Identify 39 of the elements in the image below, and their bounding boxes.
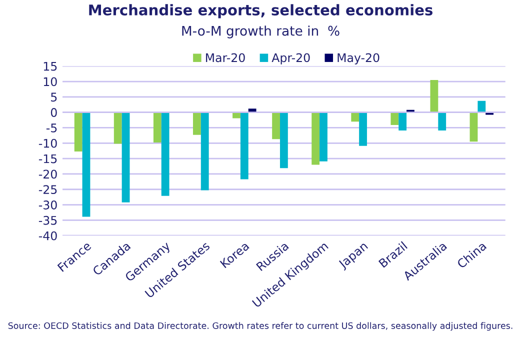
bar bbox=[200, 112, 209, 190]
y-tick-label: -30 bbox=[38, 200, 57, 210]
bar bbox=[398, 112, 407, 131]
bar bbox=[280, 112, 288, 168]
legend-label: Mar-20 bbox=[206, 53, 245, 62]
y-tick-label: -20 bbox=[38, 170, 57, 179]
y-tick-label: -15 bbox=[38, 154, 57, 164]
bar bbox=[272, 112, 280, 140]
bar bbox=[114, 112, 122, 144]
bar bbox=[390, 112, 399, 125]
bar bbox=[438, 112, 446, 131]
legend-label: Apr-20 bbox=[272, 53, 310, 64]
bar bbox=[351, 112, 360, 122]
y-tick-label: -35 bbox=[38, 216, 57, 225]
source-note: Source: OECD Statistics and Data Directorate. Growth rates refer to current US dollars, seasonally adjusted figures. bbox=[8, 322, 512, 331]
bar bbox=[312, 112, 320, 165]
bar bbox=[74, 112, 82, 152]
y-tick-label: 5 bbox=[51, 92, 57, 102]
chart-subtitle: M-o-M growth rate in % bbox=[182, 26, 340, 38]
bar bbox=[153, 112, 162, 143]
bar bbox=[359, 112, 367, 146]
y-tick-label: 10 bbox=[44, 77, 57, 86]
bar bbox=[240, 112, 248, 180]
y-tick-label: -40 bbox=[38, 231, 57, 240]
bar bbox=[430, 80, 438, 112]
bar bbox=[161, 112, 170, 196]
bar bbox=[193, 112, 201, 135]
legend-label: May-20 bbox=[338, 53, 380, 64]
y-tick-label: -5 bbox=[46, 124, 57, 132]
chart-title: Merchandise exports, selected economies bbox=[89, 4, 432, 18]
y-tick-label: -25 bbox=[38, 185, 57, 194]
bar bbox=[122, 112, 130, 202]
bar bbox=[82, 112, 90, 217]
bar bbox=[470, 112, 478, 142]
y-tick-label: 15 bbox=[44, 62, 57, 71]
bar bbox=[478, 100, 486, 112]
y-tick-label: -10 bbox=[38, 138, 57, 148]
bar bbox=[320, 112, 328, 162]
y-tick-label: 0 bbox=[50, 108, 57, 117]
